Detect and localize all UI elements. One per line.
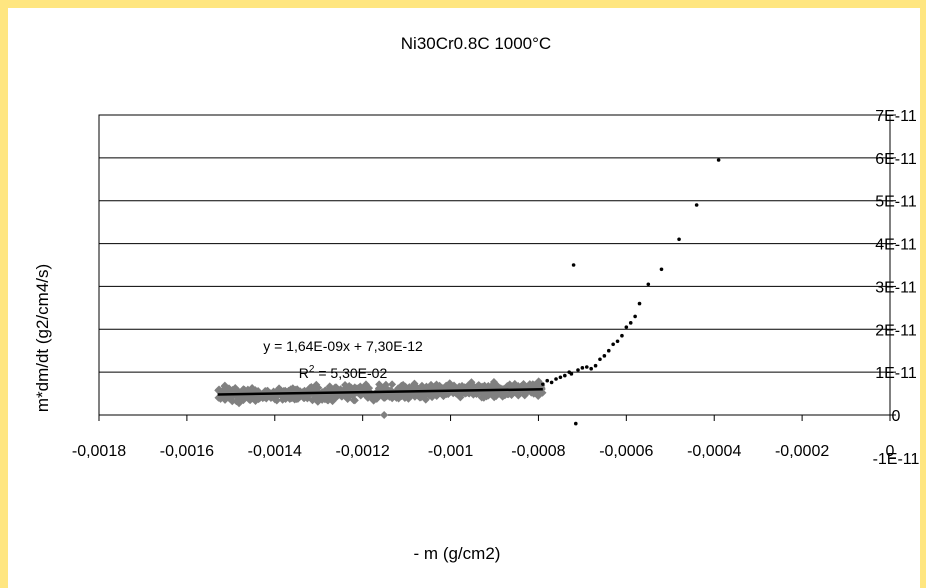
data-point-black: [576, 368, 580, 372]
data-point-black: [545, 378, 550, 383]
data-point-gray: [514, 381, 523, 390]
y-tick-label: 6E-11: [875, 151, 917, 168]
trendline-equation: y = 1,64E-09x + 7,30E-12: [263, 338, 423, 354]
x-tick-label: -0,0004: [687, 443, 741, 460]
data-point-gray: [472, 382, 481, 391]
data-point-black: [620, 333, 624, 338]
data-point-gray: [354, 384, 363, 393]
data-point-gray: [458, 381, 467, 390]
trendline-r2: R2 = 5,30E-02: [299, 364, 388, 381]
plot-area: [98, 114, 891, 416]
data-point-gray: [272, 396, 281, 405]
data-point-black: [624, 325, 629, 329]
r2-value: = 5,30E-02: [314, 365, 387, 381]
data-point-black: [628, 321, 633, 325]
data-point-gray: [432, 380, 441, 389]
data-point-black: [584, 365, 589, 369]
data-point-black: [593, 363, 598, 368]
data-point-black: [602, 354, 607, 358]
data-point-gray: [337, 392, 346, 401]
r2-label: R: [299, 365, 309, 381]
y-tick-label: 3E-11: [875, 279, 917, 296]
data-point-gray: [380, 411, 389, 419]
y-axis-ticks: -1E-1101E-112E-113E-114E-115E-116E-117E-…: [873, 108, 920, 468]
data-point-gray: [331, 383, 340, 392]
x-tick-label: -0,0002: [775, 443, 829, 460]
black-series: [541, 158, 721, 426]
data-point-black: [563, 373, 567, 378]
data-point-black: [637, 301, 642, 306]
y-tick-label: 4E-11: [875, 237, 917, 254]
y-tick-label: 0: [892, 408, 901, 425]
y-axis-label: m*dm/dt (g2/cm4/s): [33, 264, 52, 412]
data-point-gray: [282, 392, 291, 401]
data-point-black: [598, 357, 602, 362]
data-point-gray: [305, 384, 314, 393]
data-point-gray: [246, 396, 255, 405]
y-tick-label: 5E-11: [875, 194, 917, 211]
data-point-gray: [465, 383, 474, 392]
x-tick-label: -0,0018: [72, 443, 126, 460]
data-point-gray: [505, 389, 514, 398]
data-point-black: [646, 282, 651, 287]
gray-series: [214, 377, 547, 419]
data-point-black: [677, 237, 681, 242]
x-tick-label: -0,0012: [336, 443, 390, 460]
data-point-black: [573, 421, 578, 426]
data-point-gray: [469, 390, 478, 399]
chart-title: Ni30Cr0.8C 1000°C: [401, 34, 551, 53]
data-point-black: [589, 366, 593, 371]
data-point-black: [569, 372, 574, 376]
x-tick-label: -0,0006: [599, 443, 653, 460]
r2-superscript: 2: [309, 364, 315, 375]
data-point-black: [571, 263, 576, 267]
data-point-gray: [363, 393, 372, 402]
data-point-gray: [388, 380, 397, 389]
trendline: [217, 388, 543, 396]
data-point-black: [549, 380, 554, 385]
data-point-gray: [407, 383, 416, 392]
scatter-chart: Ni30Cr0.8C 1000°C -0,0018 -0,0016 -0,0014-…: [33, 34, 920, 563]
data-point-gray: [427, 391, 436, 400]
data-point-black: [558, 375, 563, 380]
y-tick-label: 1E-11: [875, 365, 917, 382]
data-point-gray: [341, 381, 350, 390]
data-point-black: [716, 158, 721, 162]
x-tick-label: -0,0016: [160, 443, 214, 460]
x-tick-label: -0,0014: [248, 443, 302, 460]
data-point-black: [554, 377, 558, 381]
data-point-gray: [372, 394, 381, 403]
data-point-black: [659, 267, 664, 272]
data-point-black: [694, 203, 699, 207]
data-point-gray: [328, 397, 337, 406]
data-point-gray: [480, 381, 489, 390]
data-point-gray: [350, 396, 359, 405]
data-point-gray: [323, 395, 332, 404]
data-point-black: [580, 366, 585, 370]
x-axis-ticks: -0,0018 -0,0016 -0,0014 -0,0012 -0,001 -0,000…: [72, 414, 895, 460]
y-tick-label: -1E-11: [873, 451, 920, 468]
data-point-black: [606, 348, 611, 353]
data-point-gray: [477, 393, 486, 402]
gridlines: [99, 157, 890, 373]
x-axis-label: - m (g/cm2): [414, 544, 501, 563]
x-tick-label: -0,0008: [511, 443, 565, 460]
y-tick-label: 7E-11: [875, 108, 917, 125]
x-tick-label: 0: [886, 443, 895, 460]
data-point-black: [541, 382, 545, 386]
data-point-gray: [290, 395, 299, 404]
y-tick-label: 2E-11: [875, 322, 917, 339]
data-point-gray: [420, 391, 429, 400]
data-point-black: [615, 339, 620, 344]
x-tick-label: -0,001: [428, 443, 473, 460]
data-point-gray: [529, 389, 538, 398]
data-point-black: [633, 314, 637, 319]
data-point-gray: [235, 399, 244, 408]
data-point-gray: [422, 382, 431, 391]
data-point-black: [611, 342, 615, 347]
